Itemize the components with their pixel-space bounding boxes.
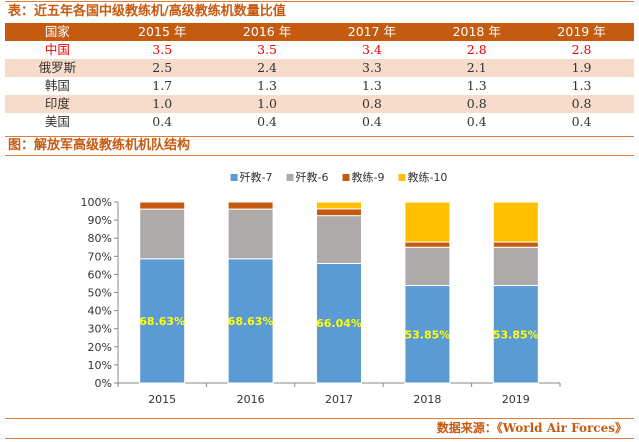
bar-歼教-6 xyxy=(316,215,362,264)
bar-歼教-6 xyxy=(404,246,451,287)
bar-歼教-6 xyxy=(492,246,539,287)
y-tick-label: 80% xyxy=(88,232,112,245)
table-cell: 0.8 xyxy=(424,95,530,113)
table-title: 表：近五年各国中级教练机/高级教练机数量比值 xyxy=(8,4,286,19)
table-cell: 3.5 xyxy=(257,42,278,57)
column-header: 2017 年 xyxy=(319,23,425,41)
table-cell: 1.0 xyxy=(214,95,320,113)
bar-歼教-7 xyxy=(227,258,274,384)
bar-教练-9 xyxy=(316,208,362,217)
ratio-table: 国家 2015 年 2016 年 2017 年 2018 年 2019 年中国 3.5 3.5… xyxy=(5,23,634,131)
table-row: 印度 1.0 1.0 0.8 0.8 0.8 xyxy=(5,95,634,113)
country-cell: 韩国 xyxy=(44,78,70,93)
y-tick-label: 30% xyxy=(88,323,112,336)
bar-歼教-6 xyxy=(139,208,186,260)
bar-歼教-7 xyxy=(139,258,186,384)
legend-swatch xyxy=(286,174,294,181)
table-cell: 2.5 xyxy=(109,59,215,77)
table-row: 韩国 1.7 1.3 1.3 1.3 1.3 xyxy=(5,77,634,95)
data-label: 68.63% xyxy=(139,315,185,328)
x-tick-label: 2018 xyxy=(413,393,441,406)
legend-swatch xyxy=(342,174,350,181)
column-header: 2019 年 xyxy=(529,23,634,41)
y-tick-label: 100% xyxy=(81,196,112,209)
country-cell: 中国 xyxy=(44,42,70,57)
table-cell: 2.1 xyxy=(424,59,530,77)
x-tick-label: 2017 xyxy=(325,393,353,406)
bar-教练-9 xyxy=(227,201,274,210)
table-cell: 2.8 xyxy=(571,42,592,57)
y-tick-label: 90% xyxy=(88,214,112,227)
header-row: 国家 2015 年 2016 年 2017 年 2018 年 2019 年 xyxy=(5,23,634,41)
column-header: 2015 年 xyxy=(109,23,215,41)
divider xyxy=(5,438,634,439)
table-cell: 1.9 xyxy=(529,59,634,77)
table-row: 美国 0.4 0.4 0.4 0.4 0.4 xyxy=(5,113,634,131)
table-cell: 3.4 xyxy=(361,42,382,57)
bar-教练-10 xyxy=(404,201,451,243)
table-cell: 1.3 xyxy=(466,78,487,93)
figure-title: 图：解放军高级教练机机队结构 xyxy=(8,138,191,153)
table-cell: 0.4 xyxy=(257,114,278,129)
table-cell: 1.3 xyxy=(361,78,382,93)
bar-教练-10 xyxy=(492,201,539,243)
table-row: 中国 3.5 3.5 3.4 2.8 2.8 xyxy=(5,41,634,59)
legend-label: 教练-9 xyxy=(352,170,385,184)
divider xyxy=(5,155,634,156)
table-cell: 0.4 xyxy=(466,114,487,129)
table-cell: 1.3 xyxy=(257,78,278,93)
x-tick-label: 2015 xyxy=(148,393,176,406)
data-label: 53.85% xyxy=(493,328,539,341)
column-header: 2018 年 xyxy=(424,23,530,41)
source-note: 数据来源：《World Air Forces》 xyxy=(436,421,627,435)
x-tick-label: 2019 xyxy=(502,393,530,406)
table-cell: 2.8 xyxy=(466,42,487,57)
table-cell: 1.3 xyxy=(571,78,592,93)
table-cell: 0.4 xyxy=(361,114,382,129)
y-tick-label: 40% xyxy=(88,305,112,318)
bar-歼教-6 xyxy=(227,208,274,260)
legend-label: 歼教-7 xyxy=(240,171,273,184)
y-tick-label: 50% xyxy=(88,287,112,300)
table-cell: 3.3 xyxy=(319,59,425,77)
table-cell: 0.8 xyxy=(529,95,634,113)
bar-教练-10 xyxy=(316,201,362,210)
y-tick-label: 0% xyxy=(95,377,112,390)
y-tick-label: 10% xyxy=(88,359,112,372)
y-tick-label: 20% xyxy=(88,341,112,354)
legend-label: 教练-10 xyxy=(407,170,447,184)
divider xyxy=(5,1,634,2)
table-row: 俄罗斯 2.5 2.4 3.3 2.1 1.9 xyxy=(5,59,634,77)
column-header: 国家 xyxy=(5,23,110,41)
data-label: 53.85% xyxy=(404,328,450,341)
y-tick-label: 60% xyxy=(88,268,112,281)
country-cell: 印度 xyxy=(5,95,110,113)
table-cell: 0.4 xyxy=(152,114,173,129)
column-header: 2016 年 xyxy=(214,23,320,41)
y-tick-label: 70% xyxy=(88,250,112,263)
bar-教练-9 xyxy=(492,241,539,248)
divider xyxy=(5,418,634,419)
bar-教练-9 xyxy=(404,241,451,248)
bar-歼教-7 xyxy=(492,285,539,384)
data-label: 66.04% xyxy=(316,317,362,330)
country-cell: 俄罗斯 xyxy=(5,59,110,77)
legend-label: 歼教-6 xyxy=(296,171,329,184)
divider xyxy=(5,136,634,137)
bar-歼教-7 xyxy=(316,262,362,384)
legend-swatch xyxy=(230,174,238,181)
table-cell: 0.8 xyxy=(319,95,425,113)
bar-教练-9 xyxy=(139,201,186,210)
table-cell: 1.7 xyxy=(152,78,173,93)
table-cell: 0.4 xyxy=(571,114,592,129)
table-cell: 1.0 xyxy=(109,95,215,113)
x-tick-label: 2016 xyxy=(237,393,265,406)
legend-swatch xyxy=(398,174,406,181)
table-cell: 2.4 xyxy=(214,59,320,77)
data-label: 68.63% xyxy=(228,315,274,328)
table-cell: 3.5 xyxy=(152,42,173,57)
country-cell: 美国 xyxy=(44,114,70,129)
bar-歼教-7 xyxy=(404,285,451,384)
